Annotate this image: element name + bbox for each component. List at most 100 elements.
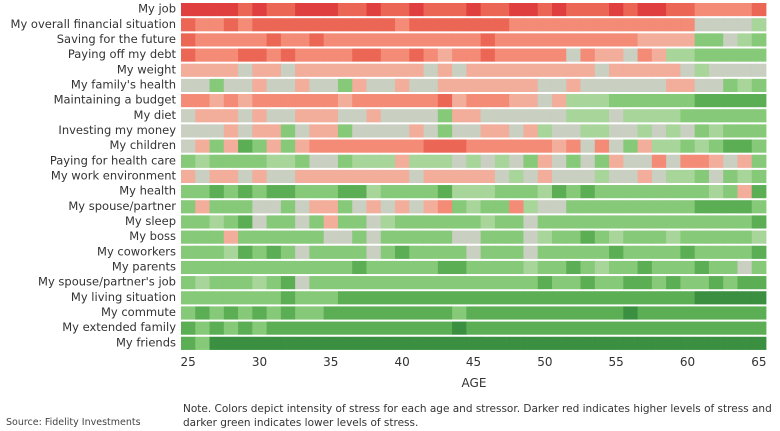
heatmap-cell <box>437 33 453 47</box>
heatmap-cell <box>466 245 482 259</box>
heatmap-cell <box>466 48 482 62</box>
heatmap-cell <box>309 185 325 199</box>
heatmap-cell <box>523 200 539 214</box>
heatmap-cell <box>238 78 253 93</box>
heatmap-cell <box>452 200 467 214</box>
heatmap-cell <box>366 3 382 17</box>
heatmap-cell <box>437 78 453 93</box>
row-label: My weight <box>117 62 177 76</box>
heatmap-cell <box>666 124 681 138</box>
heatmap-cell <box>395 169 410 184</box>
heatmap-cell <box>295 48 310 62</box>
x-tick-label: 50 <box>537 355 552 369</box>
heatmap-cell <box>694 169 710 184</box>
heatmap-cell <box>223 109 239 123</box>
heatmap-cell <box>395 260 410 275</box>
heatmap-cell <box>609 230 624 244</box>
heatmap-cell <box>366 185 382 199</box>
heatmap-cell <box>466 336 482 350</box>
heatmap-cell <box>594 169 610 184</box>
heatmap-cell <box>666 169 681 184</box>
heatmap-cell <box>694 63 710 77</box>
heatmap-cell <box>566 215 581 229</box>
heatmap-cell <box>751 154 767 168</box>
heatmap-cell <box>252 230 268 244</box>
heatmap-cell <box>580 291 596 305</box>
heatmap-cell <box>751 245 767 259</box>
heatmap-cell <box>238 291 253 305</box>
heatmap-cell <box>395 230 410 244</box>
heatmap-cell <box>623 33 638 47</box>
heatmap-cell <box>751 63 767 77</box>
heatmap-cell <box>423 306 439 320</box>
row-label: My health <box>119 184 176 198</box>
heatmap-cell <box>694 109 710 123</box>
heatmap-cell <box>337 200 353 214</box>
heatmap-cell <box>337 230 353 244</box>
heatmap-cell <box>737 109 753 123</box>
heatmap-cell <box>723 245 738 259</box>
heatmap-cell <box>209 185 225 199</box>
heatmap-cell <box>380 33 396 47</box>
heatmap-cell <box>437 200 453 214</box>
heatmap-cell <box>680 154 696 168</box>
heatmap-cell <box>266 321 282 335</box>
heatmap-cell <box>352 260 367 275</box>
heatmap-cell <box>423 124 439 138</box>
heatmap-cell <box>337 306 353 320</box>
heatmap-cell <box>423 169 439 184</box>
heatmap-cell <box>295 154 310 168</box>
heatmap-cell <box>666 245 681 259</box>
heatmap-cell <box>309 33 325 47</box>
heatmap-cell <box>409 215 424 229</box>
heatmap-cell <box>366 336 382 350</box>
heatmap-cell <box>195 200 210 214</box>
heatmap-cell <box>751 169 767 184</box>
heatmap-cell <box>494 154 510 168</box>
heatmap-cell <box>566 200 581 214</box>
heatmap-cell <box>637 215 653 229</box>
heatmap-cell <box>566 124 581 138</box>
heatmap-cell <box>295 94 310 108</box>
heatmap-cell <box>423 139 439 153</box>
heatmap-cell <box>680 169 696 184</box>
heatmap-cell <box>337 169 353 184</box>
heatmap-cell <box>551 306 567 320</box>
heatmap-cell <box>537 94 553 108</box>
heatmap-cell <box>694 3 710 17</box>
heatmap-cell <box>580 78 596 93</box>
heatmap-cell <box>181 33 196 47</box>
heatmap-cell <box>309 321 325 335</box>
heatmap-cell <box>452 306 467 320</box>
heatmap-cell <box>209 230 225 244</box>
heatmap-cell <box>395 18 410 32</box>
heatmap-cell <box>708 33 724 47</box>
heatmap-cell <box>623 260 638 275</box>
heatmap-cell <box>751 321 767 335</box>
heatmap-cell <box>566 139 581 153</box>
heatmap-cell <box>366 78 382 93</box>
heatmap-cell <box>523 48 539 62</box>
heatmap-cell <box>737 154 753 168</box>
heatmap-cell <box>580 94 596 108</box>
heatmap-cell <box>494 33 510 47</box>
heatmap-cell <box>551 33 567 47</box>
heatmap-cell <box>366 63 382 77</box>
heatmap-cell <box>238 63 253 77</box>
heatmap-cell <box>238 185 253 199</box>
heatmap-cell <box>651 63 667 77</box>
heatmap-cell <box>395 3 410 17</box>
heatmap-cell <box>209 306 225 320</box>
heatmap-cell <box>295 336 310 350</box>
chart-note: Note. Colors depict intensity of stress … <box>183 403 772 429</box>
heatmap-cell <box>523 109 539 123</box>
heatmap-cell <box>737 200 753 214</box>
heatmap-cell <box>295 124 310 138</box>
heatmap-cell <box>480 124 496 138</box>
heatmap-cell <box>651 109 667 123</box>
heatmap-cell <box>609 306 624 320</box>
heatmap-cell <box>466 306 482 320</box>
heatmap-cell <box>651 94 667 108</box>
heatmap-cell <box>680 33 696 47</box>
row-label: My sleep <box>125 214 176 228</box>
